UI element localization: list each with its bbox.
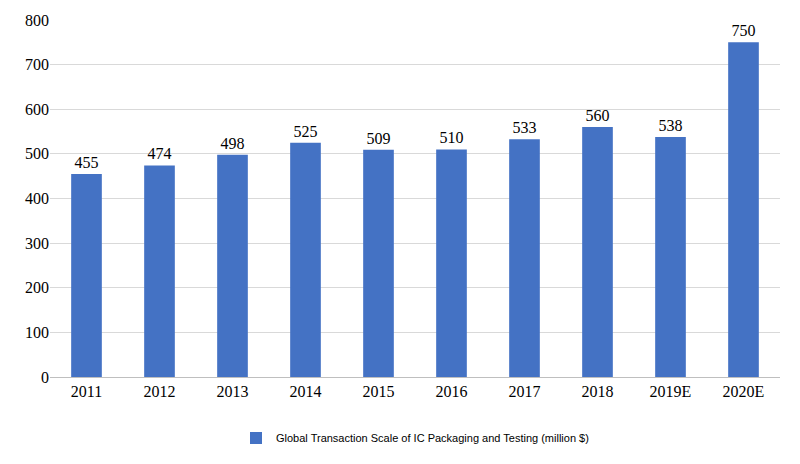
svg-text:560: 560 xyxy=(586,107,610,124)
svg-text:700: 700 xyxy=(25,56,49,73)
svg-text:2012: 2012 xyxy=(144,383,176,400)
svg-text:533: 533 xyxy=(513,119,537,136)
svg-text:2011: 2011 xyxy=(71,383,102,400)
svg-text:500: 500 xyxy=(25,145,49,162)
svg-text:300: 300 xyxy=(25,235,49,252)
svg-text:474: 474 xyxy=(148,145,172,162)
svg-text:2019E: 2019E xyxy=(650,383,692,400)
svg-text:2018: 2018 xyxy=(582,383,614,400)
svg-text:750: 750 xyxy=(732,22,756,39)
svg-text:200: 200 xyxy=(25,279,49,296)
svg-text:Global Transaction Scale of IC: Global Transaction Scale of IC Packaging… xyxy=(276,432,589,444)
svg-text:509: 509 xyxy=(367,130,391,147)
svg-text:2015: 2015 xyxy=(363,383,395,400)
svg-text:100: 100 xyxy=(25,324,49,341)
svg-text:538: 538 xyxy=(659,117,683,134)
svg-text:2013: 2013 xyxy=(217,383,249,400)
svg-text:0: 0 xyxy=(41,369,49,386)
svg-text:800: 800 xyxy=(25,12,49,29)
svg-text:2014: 2014 xyxy=(290,383,322,400)
svg-text:400: 400 xyxy=(25,190,49,207)
svg-text:2017: 2017 xyxy=(509,383,541,400)
svg-text:498: 498 xyxy=(221,135,245,152)
svg-text:600: 600 xyxy=(25,101,49,118)
svg-text:2020E: 2020E xyxy=(723,383,765,400)
svg-text:525: 525 xyxy=(294,123,318,140)
svg-text:455: 455 xyxy=(75,154,99,171)
svg-text:2016: 2016 xyxy=(436,383,468,400)
svg-text:510: 510 xyxy=(440,129,464,146)
